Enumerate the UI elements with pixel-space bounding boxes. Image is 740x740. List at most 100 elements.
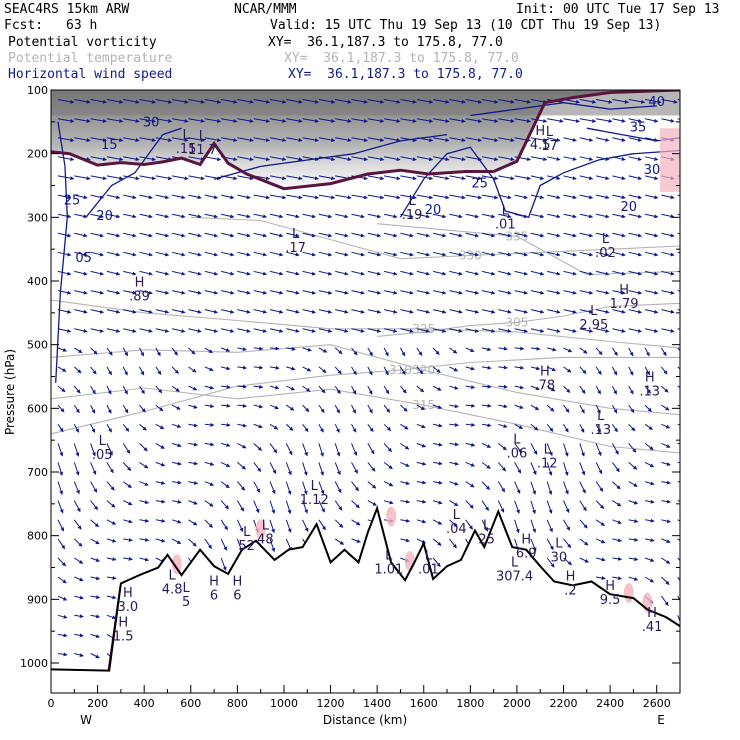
wind-vector (433, 175, 450, 181)
extremum-type: H (209, 575, 219, 590)
wind-vector (579, 118, 597, 123)
wind-vector (498, 194, 512, 200)
wind-vector (400, 118, 417, 123)
wind-vector (514, 423, 524, 430)
field-wind-name: Horizontal wind speed (8, 67, 173, 82)
wind-vector (498, 346, 508, 351)
wind-vector (106, 213, 121, 219)
extremum-type: L (590, 304, 598, 319)
wind-vector (334, 424, 340, 433)
wind-vector (416, 309, 431, 314)
x-tick-label: 1600 (410, 697, 438, 710)
extremum-type: L (262, 519, 270, 534)
wind-vector (172, 175, 189, 181)
wind-vector (530, 309, 545, 314)
forecast-hours: 63 h (66, 18, 98, 33)
wind-vector (563, 290, 577, 295)
wind-vector (57, 347, 68, 352)
wind-vector (139, 290, 153, 295)
wind-vector (563, 156, 577, 161)
wind-vector (546, 481, 553, 496)
wind-vector (171, 385, 180, 392)
wind-vector (302, 118, 319, 123)
wind-vector (237, 328, 251, 333)
wind-vector (302, 500, 308, 514)
wind-vector (334, 366, 342, 375)
wind-vector (596, 99, 613, 104)
wind-vector (237, 442, 247, 449)
east-label: E (657, 713, 665, 727)
wind-vector (351, 404, 357, 414)
wind-vector (139, 366, 145, 376)
wind-vector (628, 443, 637, 453)
wind-vector (433, 118, 450, 123)
wind-vector (514, 365, 525, 370)
extremum-value: .01 (495, 218, 516, 233)
wind-vector (188, 137, 205, 142)
wind-vector (383, 309, 398, 314)
wind-vector (644, 118, 659, 123)
wind-vector (90, 443, 96, 457)
wind-vector (563, 462, 569, 476)
wind-vector (383, 251, 398, 257)
wind-vector (220, 213, 235, 219)
wind-vector (546, 385, 556, 392)
wind-vector (122, 347, 129, 357)
wind-vector (449, 404, 459, 409)
wind-vector (90, 385, 96, 395)
wind-vector (335, 328, 349, 333)
wind-vector (90, 424, 96, 433)
wind-vector (400, 156, 417, 162)
wind-vector (351, 270, 365, 276)
wind-vector (644, 366, 651, 376)
wind-vector (286, 328, 300, 333)
wind-vector (106, 481, 115, 491)
wind-vector (139, 500, 150, 505)
wind-vector (367, 424, 374, 433)
wind-vector (481, 213, 496, 219)
wind-vector (547, 175, 561, 181)
wind-vector (253, 443, 262, 451)
center-label: NCAR/MMM (234, 2, 297, 17)
wind-vector (481, 194, 499, 200)
wind-vector (269, 481, 276, 495)
wind-vector (416, 461, 427, 466)
extremum-type: H (645, 370, 655, 385)
wind-vector (188, 118, 205, 123)
wind-vector (498, 365, 508, 370)
wind-vector (57, 557, 66, 567)
wind-vector (432, 251, 447, 257)
wind-vector (220, 194, 235, 200)
wind-vector (595, 175, 610, 181)
wind-vector (530, 232, 545, 238)
wind-vector (57, 213, 72, 219)
wind-vector (644, 461, 655, 468)
wind-vector (677, 481, 680, 483)
wind-vector (188, 175, 205, 181)
x-tick-label: 1800 (456, 697, 484, 710)
wind-vector (530, 366, 541, 371)
wind-vector (661, 404, 670, 411)
wind-vector (481, 384, 492, 389)
wind-vector (220, 309, 235, 314)
wind-vector (400, 99, 417, 104)
wind-vector (612, 194, 626, 200)
wind-vector (73, 424, 80, 433)
extremum-type: L (555, 536, 563, 551)
extremum-type: L (385, 549, 393, 564)
wind-vector (155, 251, 170, 257)
wind-vector (220, 461, 231, 468)
wind-vector (204, 232, 219, 238)
wind-vector (237, 99, 254, 104)
wind-vector (547, 290, 561, 295)
wind-vector (57, 652, 68, 657)
wind-vector (432, 347, 440, 355)
wind-vector (188, 442, 199, 447)
wind-vector (595, 137, 610, 142)
wind-vector (188, 290, 202, 295)
wind-vector (449, 366, 459, 372)
field-wind-xy: XY= 36.1,187.3 to 175.8, 77.0 (288, 67, 523, 82)
extremum-type: L (502, 204, 510, 219)
wind-vector (465, 519, 473, 530)
wind-vector (628, 423, 636, 432)
